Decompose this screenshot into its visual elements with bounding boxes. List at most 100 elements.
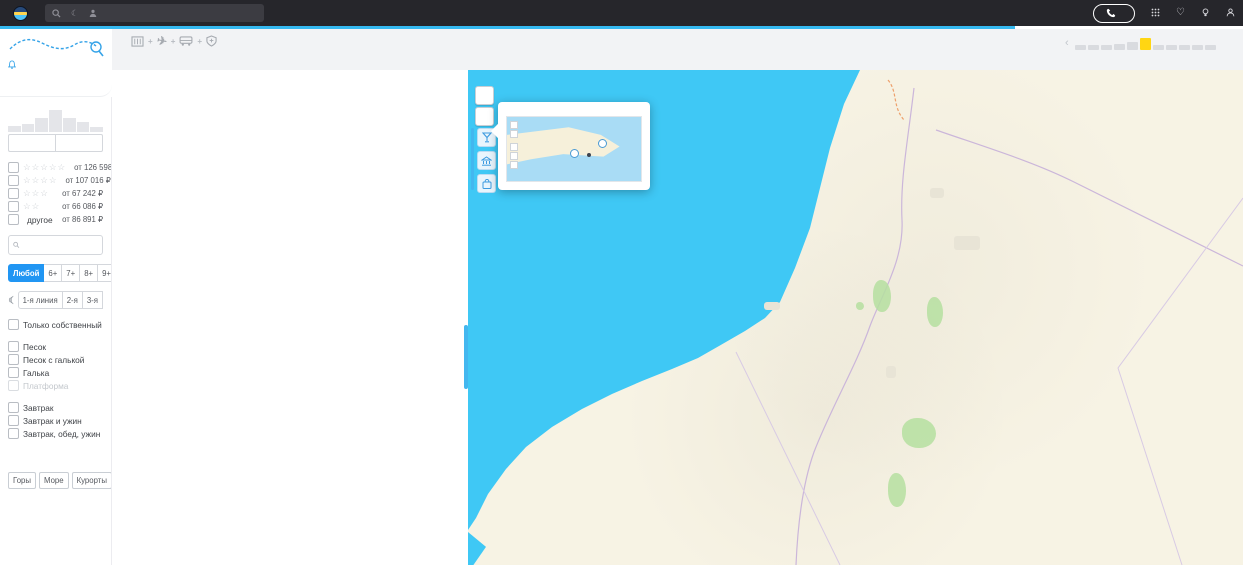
price-dynamics-bar[interactable]	[1075, 45, 1086, 50]
mini-map-marker	[598, 138, 608, 148]
beach-option[interactable]: Песок с галькой	[8, 353, 103, 366]
region-option[interactable]: Курорты	[71, 472, 111, 489]
phone-button[interactable]	[1093, 3, 1136, 23]
checkbox[interactable]	[8, 402, 19, 413]
sea-distance-option[interactable]: 1-я линия	[17, 291, 63, 309]
logo[interactable]	[8, 5, 33, 21]
price-dynamics-bar[interactable]	[1153, 45, 1164, 50]
rating-option[interactable]: 8+	[80, 264, 99, 282]
checkbox[interactable]	[8, 428, 19, 439]
budget-histogram-bar	[90, 127, 104, 132]
price-dynamics-bar[interactable]	[1205, 45, 1216, 50]
rating-option[interactable]: Любой	[8, 264, 45, 282]
list-scrollbar-thumb[interactable]	[464, 325, 468, 389]
min-price: от 67 242 ₽	[62, 189, 103, 198]
budget-to-field[interactable]	[55, 134, 103, 152]
beach-option[interactable]: Песок	[8, 340, 103, 353]
star-filter-row[interactable]: ☆☆☆☆ от 107 016 ₽	[8, 174, 111, 187]
budget-from-field[interactable]	[8, 134, 55, 152]
price-dynamics-bar[interactable]	[1127, 42, 1138, 50]
nature-reserve-area	[902, 418, 936, 448]
star-filter-row[interactable]: ☆☆☆ от 67 242 ₽	[8, 187, 103, 200]
star-filter-row[interactable]: ☆☆☆☆☆ от 126 598 ₽	[8, 161, 111, 174]
sea-distance-option[interactable]: 3-я	[82, 291, 103, 309]
layer-shopping-button[interactable]	[477, 174, 496, 193]
checkbox[interactable]	[8, 175, 19, 186]
star-row-label: другое	[27, 214, 53, 225]
layer-attractions-button[interactable]	[477, 151, 496, 170]
budget-range-inputs	[8, 134, 103, 152]
title-bar: + ✈ + + ‹	[112, 29, 1243, 70]
bell-icon	[8, 60, 16, 69]
price-dynamics-bar[interactable]	[1179, 45, 1190, 50]
price-dynamics-bar[interactable]	[1101, 45, 1112, 50]
food-option[interactable]: Завтрак	[8, 401, 103, 414]
option-label: Завтрак, обед, ужин	[23, 428, 101, 439]
sea-distance-row: 1-я линия 2-я 3-я	[8, 291, 103, 309]
transfer-bus-icon	[179, 36, 193, 46]
star-filter-row[interactable]: ☆☆ от 66 086 ₽	[8, 200, 103, 213]
search-summary-input[interactable]: ☾	[45, 4, 264, 22]
phone-icon	[1106, 8, 1116, 18]
price-dynamics-bar[interactable]	[1140, 38, 1151, 50]
hotel-icon	[131, 35, 144, 47]
checkbox[interactable]	[8, 201, 19, 212]
layer-bars-button[interactable]	[477, 128, 496, 147]
option-label: Песок	[23, 341, 47, 352]
zoom-in-button[interactable]	[475, 86, 494, 105]
zoom-out-button[interactable]	[475, 107, 494, 126]
hotel-name-search[interactable]	[8, 235, 103, 255]
checkbox[interactable]	[8, 319, 19, 330]
menu-item-login[interactable]	[1226, 8, 1235, 18]
star-filter-row[interactable]: другое от 86 891 ₽	[8, 213, 103, 226]
price-dynamics-bar[interactable]	[1088, 45, 1099, 50]
price-dynamics-bar[interactable]	[1114, 44, 1125, 50]
region-buttons: Горы Море Курорты	[8, 472, 111, 489]
museum-icon	[481, 155, 492, 166]
budget-histogram-bar	[8, 126, 21, 132]
menu-item-services[interactable]	[1151, 8, 1160, 18]
menu-item-my-list[interactable]: ♡	[1176, 8, 1185, 18]
checkbox[interactable]	[8, 214, 19, 225]
plus-separator: +	[197, 36, 203, 46]
map-zoom-controls	[475, 86, 494, 126]
beach-option[interactable]: Платформа	[8, 379, 103, 392]
price-alert-promo-card	[0, 29, 112, 97]
rating-option[interactable]: 9+	[98, 264, 111, 282]
food-option[interactable]: Завтрак, обед, ужин	[8, 427, 103, 440]
popup-mini-map	[506, 116, 642, 182]
checkbox[interactable]	[8, 380, 19, 391]
price-dynamics-bar[interactable]	[1166, 45, 1177, 50]
promo-text	[8, 60, 104, 70]
price-trend-sparkline	[9, 38, 104, 57]
beach-location-option[interactable]: Только собственный	[8, 318, 103, 331]
hotel-name-input[interactable]	[23, 239, 98, 251]
min-price: от 86 891 ₽	[62, 215, 103, 224]
budget-histogram-bar	[76, 122, 90, 132]
region-option[interactable]: Горы	[8, 472, 36, 489]
map-panel[interactable]	[468, 70, 1243, 565]
checkbox[interactable]	[8, 367, 19, 378]
option-label: Галька	[23, 367, 50, 378]
rating-option[interactable]: 6+	[44, 264, 63, 282]
price-dynamics-bar[interactable]	[1192, 45, 1203, 50]
mini-map-marker	[569, 149, 579, 158]
sea-distance-segmented-control: 1-я линия 2-я 3-я	[17, 291, 103, 309]
food-option[interactable]: Завтрак и ужин	[8, 414, 103, 427]
beach-option[interactable]: Галька	[8, 366, 103, 379]
checkbox[interactable]	[8, 354, 19, 365]
price-dynamics-chart: ‹	[1065, 35, 1235, 50]
menu-item-help[interactable]	[1201, 8, 1210, 18]
region-option[interactable]: Море	[38, 472, 69, 489]
map-info-popup	[498, 102, 650, 190]
star-icons: ☆☆	[23, 201, 41, 211]
checkbox[interactable]	[8, 162, 19, 173]
chevron-left-icon[interactable]: ‹	[1065, 37, 1069, 49]
checkbox[interactable]	[8, 341, 19, 352]
sea-distance-option[interactable]: 2-я	[62, 291, 83, 309]
checkbox[interactable]	[8, 415, 19, 426]
urban-area	[764, 302, 780, 310]
rating-option[interactable]: 7+	[62, 264, 81, 282]
checkbox[interactable]	[8, 188, 19, 199]
